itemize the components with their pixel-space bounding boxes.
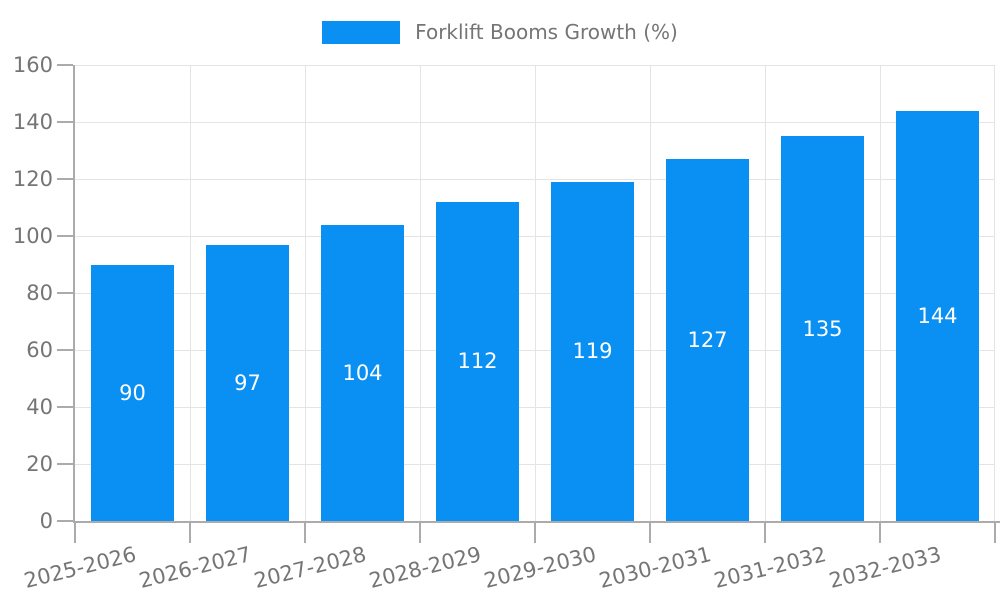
plot-area: 90 97 104 112 119 127 135 144 <box>75 64 995 521</box>
bar-2030-2031[interactable]: 127 <box>666 159 749 521</box>
bar-2027-2028[interactable]: 104 <box>321 224 404 521</box>
y-axis-tick-label: 0 <box>39 509 53 533</box>
y-axis-tick <box>57 235 73 237</box>
y-axis-tick <box>57 178 73 180</box>
x-axis-tick-label: 2027-2028 <box>251 542 369 594</box>
y-axis-tick <box>57 520 73 522</box>
bar-2029-2030[interactable]: 119 <box>551 181 634 521</box>
legend-item-forklift-booms-growth[interactable]: Forklift Booms Growth (%) <box>322 20 678 44</box>
x-axis-tick <box>534 523 536 543</box>
chart-legend: Forklift Booms Growth (%) <box>0 20 1000 44</box>
y-axis-tick-label: 40 <box>26 395 53 419</box>
gridline-vertical <box>305 65 306 521</box>
x-axis-tick <box>994 523 996 543</box>
bar-value-label: 135 <box>802 316 843 341</box>
bar-value-label: 104 <box>342 360 383 385</box>
x-axis-tick <box>764 523 766 543</box>
x-axis-tick <box>74 523 76 543</box>
y-axis-tick <box>57 121 73 123</box>
bar-2032-2033[interactable]: 144 <box>896 110 979 521</box>
y-axis-tick-label: 100 <box>12 224 53 248</box>
legend-swatch <box>322 20 401 44</box>
legend-label: Forklift Booms Growth (%) <box>415 20 678 44</box>
x-axis-tick <box>189 523 191 543</box>
x-axis-tick <box>649 523 651 543</box>
x-axis-tick-label: 2031-2032 <box>711 542 829 594</box>
gridline-vertical <box>880 65 881 521</box>
bar-2026-2027[interactable]: 97 <box>206 244 289 521</box>
x-axis-tick-label: 2028-2029 <box>366 542 484 594</box>
y-axis-tick <box>57 349 73 351</box>
y-axis-tick <box>57 64 73 66</box>
y-axis-tick <box>57 292 73 294</box>
bar-value-label: 90 <box>119 380 146 405</box>
y-axis-line <box>73 65 75 523</box>
x-axis-tick <box>304 523 306 543</box>
gridline-vertical <box>420 65 421 521</box>
x-axis-tick <box>419 523 421 543</box>
gridline-vertical <box>650 65 651 521</box>
bar-2031-2032[interactable]: 135 <box>781 136 864 521</box>
x-axis-tick-label: 2026-2027 <box>136 542 254 594</box>
gridline-vertical <box>765 65 766 521</box>
y-axis-tick-label: 60 <box>26 338 53 362</box>
gridline-vertical <box>190 65 191 521</box>
x-axis-tick-label: 2029-2030 <box>481 542 599 594</box>
bar-value-label: 144 <box>917 303 958 328</box>
x-axis-tick-label: 2025-2026 <box>21 542 139 594</box>
x-axis-line <box>73 521 1000 523</box>
x-axis-tick <box>879 523 881 543</box>
bar-value-label: 127 <box>687 328 728 353</box>
y-axis-tick-label: 140 <box>12 110 53 134</box>
bar-value-label: 112 <box>457 349 498 374</box>
bar-2028-2029[interactable]: 112 <box>436 201 519 521</box>
y-axis-tick <box>57 463 73 465</box>
gridline-vertical <box>535 65 536 521</box>
y-axis-tick-label: 120 <box>12 167 53 191</box>
bar-value-label: 119 <box>572 339 613 364</box>
x-axis-tick-label: 2032-2033 <box>826 542 944 594</box>
bar-value-label: 97 <box>234 370 261 395</box>
y-axis-tick-label: 160 <box>12 53 53 77</box>
bar-2025-2026[interactable]: 90 <box>91 264 174 521</box>
y-axis-tick <box>57 406 73 408</box>
gridline-vertical <box>994 65 995 521</box>
y-axis-tick-label: 20 <box>26 452 53 476</box>
x-axis-tick-label: 2030-2031 <box>596 542 714 594</box>
y-axis-tick-label: 80 <box>26 281 53 305</box>
